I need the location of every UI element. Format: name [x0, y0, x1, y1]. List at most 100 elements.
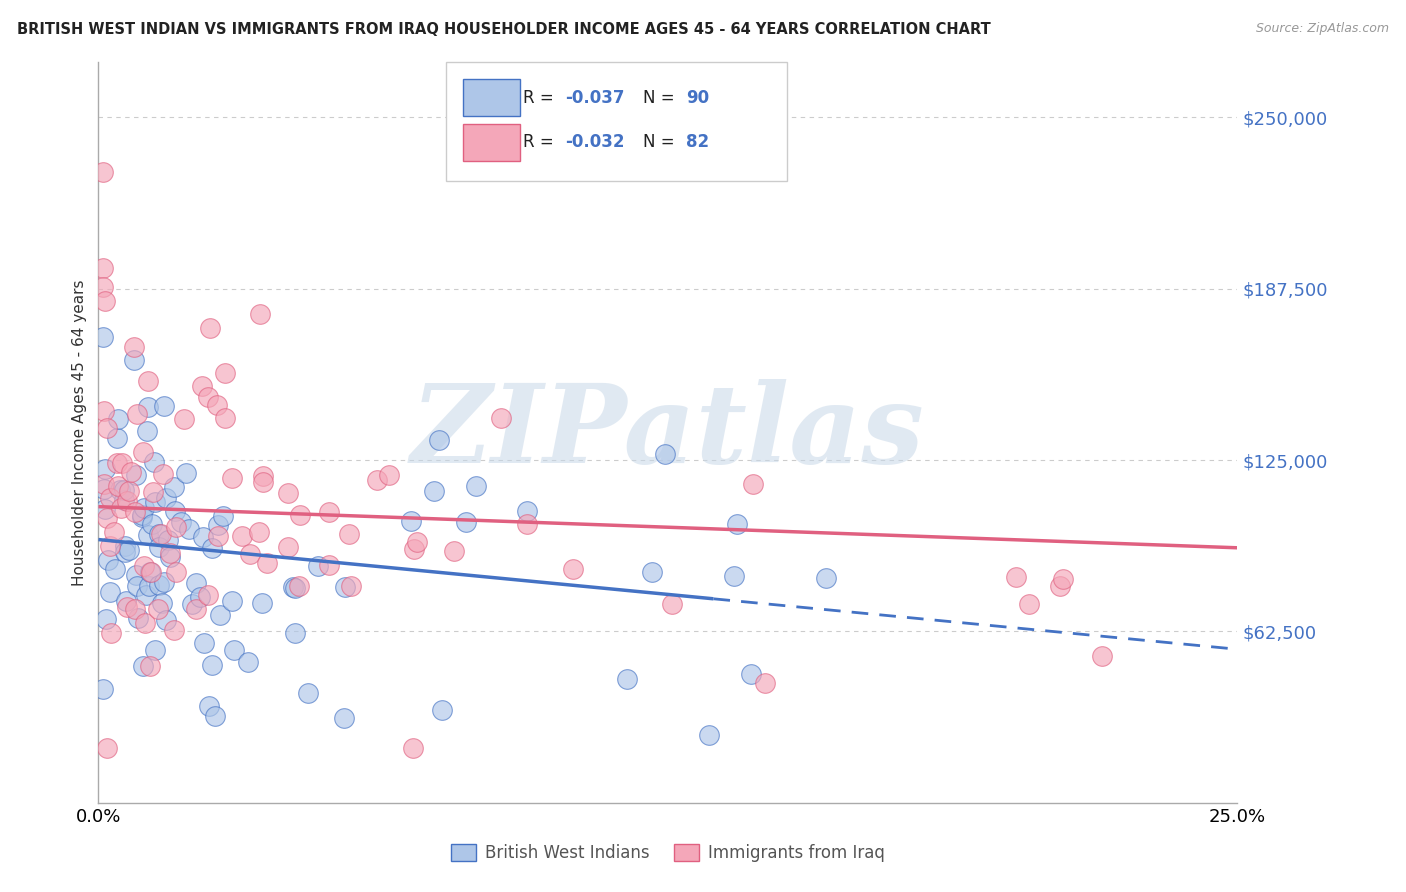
Point [108, 483, 131, 497]
FancyBboxPatch shape [463, 79, 520, 117]
Point [288, 579, 311, 593]
Point [288, 508, 311, 522]
Point [214, 411, 236, 425]
Point [252, 468, 274, 483]
Point [93, 482, 115, 496]
Point [93, 477, 115, 491]
Point [132, 659, 155, 673]
Point [214, 366, 236, 380]
Point [139, 658, 162, 673]
Point [697, 729, 720, 743]
Point [163, 624, 186, 638]
Point [201, 541, 224, 555]
Y-axis label: Householder Income Ages 45 - 64 years: Householder Income Ages 45 - 64 years [72, 279, 87, 586]
Point [193, 636, 215, 650]
Point [152, 574, 174, 589]
Point [177, 522, 200, 536]
Point [221, 594, 243, 608]
Point [454, 515, 477, 529]
Point [120, 465, 142, 479]
Point [152, 399, 174, 413]
Point [157, 533, 180, 547]
Point [250, 596, 273, 610]
Point [297, 686, 319, 700]
Point [143, 495, 166, 509]
Point [96, 511, 118, 525]
Point [135, 588, 157, 602]
Point [1049, 579, 1071, 593]
Point [114, 544, 136, 558]
Text: R =: R = [523, 134, 560, 152]
Point [814, 571, 837, 585]
Point [277, 486, 299, 500]
Point [98, 491, 121, 506]
Point [91, 682, 114, 697]
Point [159, 546, 181, 560]
Point [112, 493, 135, 508]
Point [252, 475, 274, 490]
Legend: British West Indians, Immigrants from Iraq: British West Indians, Immigrants from Ir… [444, 837, 891, 869]
Point [423, 483, 446, 498]
Point [1091, 649, 1114, 664]
Point [1005, 570, 1028, 584]
Point [97, 552, 120, 566]
Point [340, 579, 363, 593]
Point [145, 643, 167, 657]
Point [337, 526, 360, 541]
Point [136, 528, 159, 542]
Point [159, 549, 181, 564]
Point [723, 569, 745, 583]
Point [93, 462, 115, 476]
Point [136, 374, 159, 388]
Point [150, 526, 173, 541]
Text: -0.032: -0.032 [565, 134, 624, 152]
Point [125, 578, 148, 592]
Point [204, 709, 226, 723]
Point [207, 518, 229, 533]
Text: -0.037: -0.037 [565, 89, 624, 107]
Point [402, 541, 425, 556]
Point [307, 559, 329, 574]
Point [740, 667, 762, 681]
Point [284, 625, 307, 640]
Point [1052, 572, 1074, 586]
Point [163, 480, 186, 494]
Point [402, 741, 425, 756]
Point [491, 411, 513, 425]
Point [148, 527, 170, 541]
Point [205, 398, 228, 412]
Point [186, 602, 208, 616]
Point [465, 479, 488, 493]
Point [127, 407, 149, 421]
Point [104, 562, 127, 576]
Point [139, 565, 162, 579]
Point [134, 616, 156, 631]
Point [239, 548, 262, 562]
Point [91, 280, 114, 294]
Point [112, 483, 135, 497]
Point [443, 543, 465, 558]
Point [197, 390, 219, 404]
FancyBboxPatch shape [446, 62, 787, 181]
Point [139, 566, 162, 580]
Point [136, 424, 159, 438]
Point [91, 329, 114, 343]
Text: R =: R = [523, 89, 560, 107]
Point [142, 455, 165, 469]
Point [335, 580, 357, 594]
Point [124, 505, 146, 519]
Point [211, 508, 233, 523]
Point [430, 703, 453, 717]
Point [132, 445, 155, 459]
Point [107, 411, 129, 425]
Point [191, 530, 214, 544]
Point [98, 539, 121, 553]
Point [277, 540, 299, 554]
Point [146, 602, 169, 616]
Point [165, 504, 187, 518]
Point [170, 515, 193, 529]
Point [284, 581, 307, 595]
Point [125, 567, 148, 582]
Point [91, 261, 114, 276]
Point [661, 597, 683, 611]
